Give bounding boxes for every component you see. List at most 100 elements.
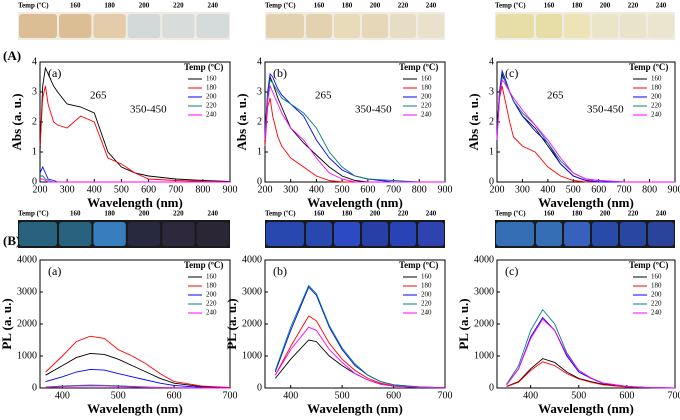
- y-axis-title: PL (a. u.): [0, 298, 14, 349]
- y-tick-label: 3: [489, 86, 494, 97]
- series-line: [39, 85, 231, 183]
- annotation: 350-450: [130, 104, 167, 116]
- legend-label: 160: [651, 75, 662, 83]
- vial-photo: [362, 14, 388, 38]
- series-line: [45, 385, 230, 389]
- y-axis-title: Abs (a. u.): [234, 93, 249, 150]
- annotation: 265: [90, 90, 107, 102]
- vial-photo: [59, 14, 92, 38]
- x-tick-label: 800: [195, 184, 210, 195]
- strip-label: 220: [173, 210, 184, 218]
- plot-frame: [496, 61, 676, 183]
- y-axis-title: Abs (a. u.): [9, 93, 24, 150]
- x-axis-title: Wavelength (nm): [87, 195, 183, 210]
- legend-label: 200: [421, 291, 432, 299]
- y-tick-label: 3000: [17, 286, 37, 297]
- y-tick-label: 0: [257, 176, 262, 187]
- series-line: [45, 352, 231, 389]
- legend-title: Temp (ºC): [184, 62, 223, 72]
- panel-title: (a): [48, 264, 61, 278]
- vial-photo: [620, 14, 646, 38]
- panel-title: (b): [273, 66, 287, 80]
- legend-label: 240: [206, 111, 217, 119]
- strip-label: 200: [370, 2, 381, 10]
- series-line: [274, 315, 446, 389]
- y-tick-label: 2: [489, 116, 494, 127]
- y-tick-label: 2000: [17, 318, 37, 329]
- vial-photo: [334, 14, 360, 38]
- strip-title: Temp (ºC): [495, 2, 526, 10]
- strip-label: 240: [208, 210, 219, 218]
- strip-label: 160: [314, 210, 325, 218]
- legend-title: Temp (ºC): [399, 260, 438, 270]
- x-axis-title: Wavelength (nm): [538, 401, 634, 416]
- vial-photo: [306, 14, 332, 38]
- vial-photo: [19, 14, 57, 38]
- x-tick-label: 400: [55, 390, 70, 401]
- strip-label: 240: [426, 210, 437, 218]
- strip-title: Temp (ºC): [18, 210, 49, 218]
- series-line: [45, 335, 231, 388]
- x-tick-label: 900: [223, 184, 238, 195]
- x-tick-label: 300: [60, 184, 75, 195]
- legend-label: 240: [651, 309, 662, 317]
- vial-photo: [266, 222, 304, 246]
- plot-frame: [39, 61, 231, 183]
- x-tick-label: 700: [386, 184, 401, 195]
- y-axis-title: PL (a. u.): [456, 298, 471, 349]
- vial-photo: [418, 222, 444, 246]
- legend-label: 160: [421, 75, 432, 83]
- legend-label: 180: [206, 282, 217, 290]
- strip-label: 180: [342, 2, 353, 10]
- strip-label: 220: [398, 210, 409, 218]
- legend-label: 220: [651, 102, 662, 110]
- legend-label: 220: [651, 300, 662, 308]
- x-tick-label: 700: [223, 390, 238, 401]
- strip-label: 200: [370, 210, 381, 218]
- vial-photo: [536, 14, 562, 38]
- strip-label: 240: [656, 2, 667, 10]
- vial-photo: [362, 222, 388, 246]
- vial-photo: [93, 14, 126, 38]
- y-tick-label: 4: [257, 56, 262, 67]
- y-tick-label: 2: [257, 116, 262, 127]
- legend-label: 180: [651, 282, 662, 290]
- x-axis-title: Wavelength (nm): [538, 195, 634, 210]
- x-tick-label: 400: [309, 184, 324, 195]
- panel-title: (c): [505, 264, 518, 278]
- annotation: 265: [547, 90, 564, 102]
- vial-photo: [418, 14, 444, 38]
- x-tick-label: 700: [617, 184, 632, 195]
- y-tick-label: 4000: [474, 254, 494, 265]
- legend-label: 220: [421, 102, 432, 110]
- vial-photo: [162, 14, 195, 38]
- legend-label: 160: [206, 273, 217, 281]
- legend-label: 160: [651, 273, 662, 281]
- legend-label: 220: [206, 102, 217, 110]
- legend-label: 180: [421, 282, 432, 290]
- x-axis-title: Wavelength (nm): [307, 195, 403, 210]
- strip-label: 180: [342, 210, 353, 218]
- legend-title: Temp (ºC): [629, 62, 668, 72]
- vial-photo: [127, 14, 161, 38]
- x-tick-label: 600: [591, 184, 606, 195]
- strip-label: 160: [70, 210, 81, 218]
- y-tick-label: 0: [257, 382, 262, 393]
- vial-photo: [127, 222, 161, 246]
- legend-label: 180: [421, 84, 432, 92]
- strip-label: 180: [104, 2, 115, 10]
- series-line: [274, 326, 446, 389]
- strip-label: 220: [173, 2, 184, 10]
- x-tick-label: 200: [33, 184, 48, 195]
- legend-label: 200: [421, 93, 432, 101]
- y-tick-label: 0: [32, 382, 37, 393]
- y-axis-title: Abs (a. u.): [466, 93, 481, 150]
- x-tick-label: 600: [167, 390, 182, 401]
- panel-title: (b): [273, 264, 287, 278]
- y-tick-label: 3000: [242, 286, 262, 297]
- series-line: [39, 165, 230, 183]
- legend-label: 200: [206, 93, 217, 101]
- y-tick-label: 0: [489, 382, 494, 393]
- x-tick-label: 300: [283, 184, 298, 195]
